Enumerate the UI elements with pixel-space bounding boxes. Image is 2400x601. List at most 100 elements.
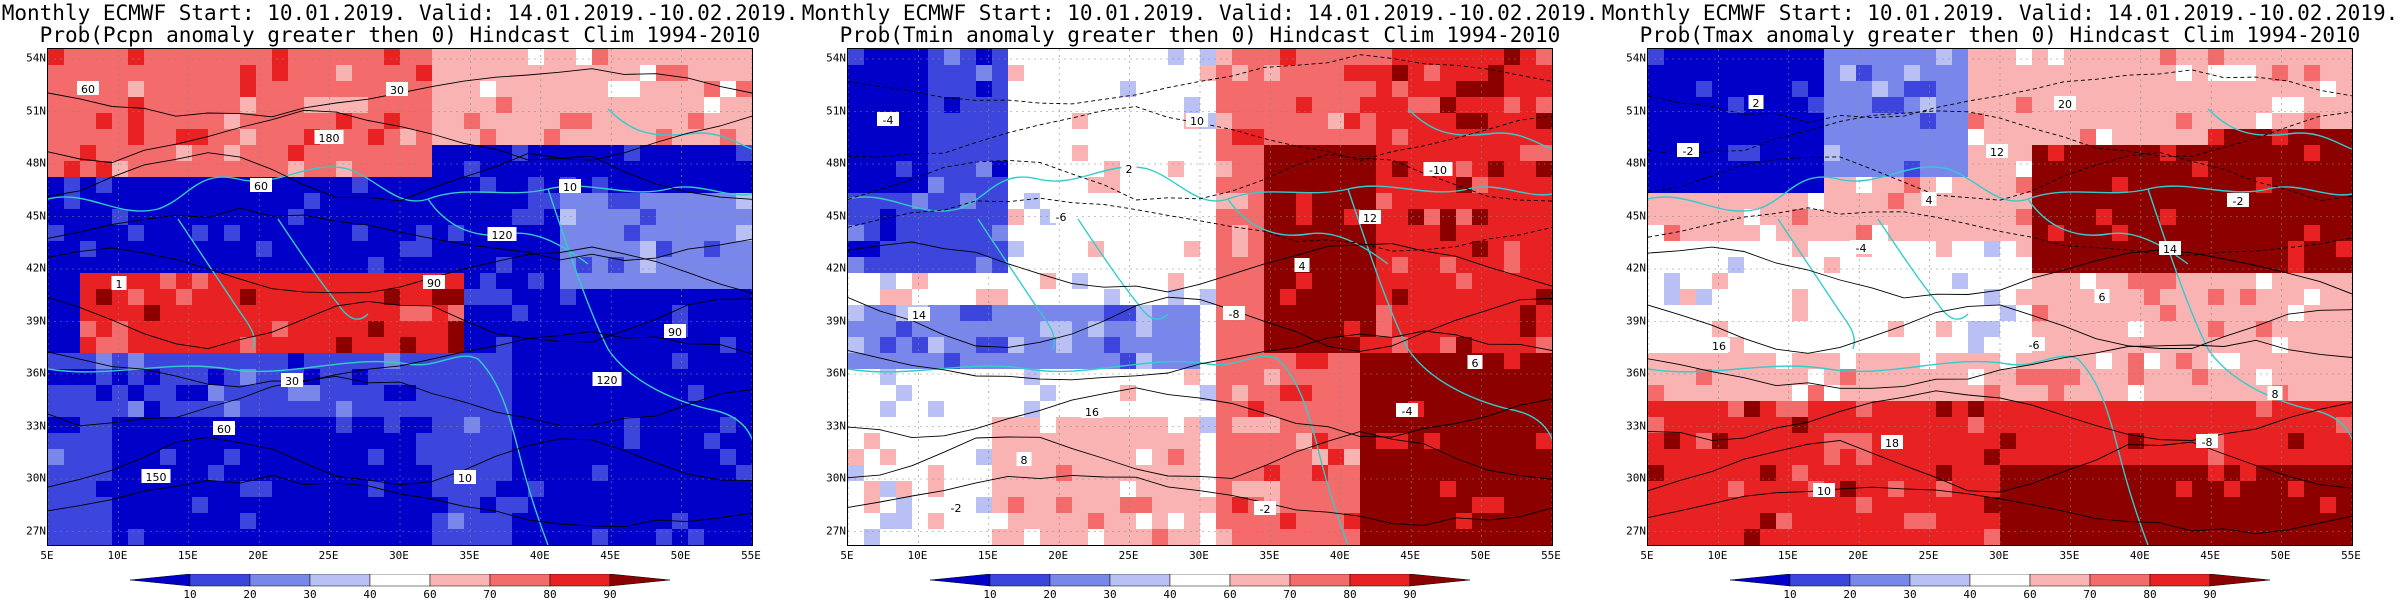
probability-cell	[2000, 193, 2016, 209]
probability-cell	[464, 401, 480, 417]
probability-cell	[1888, 209, 1904, 225]
probability-cell	[1760, 193, 1776, 209]
probability-cell	[1184, 97, 1200, 113]
probability-cell	[2128, 113, 2144, 129]
probability-cell	[1872, 289, 1888, 305]
probability-cell	[592, 273, 608, 289]
probability-cell	[1952, 529, 1968, 545]
probability-cell	[1232, 129, 1248, 145]
probability-cell	[1328, 161, 1344, 177]
probability-cell	[2080, 449, 2096, 465]
contour-label-bg	[423, 275, 445, 289]
probability-cell	[400, 305, 416, 321]
probability-cell	[368, 241, 384, 257]
probability-cell	[576, 513, 592, 529]
probability-cell	[1344, 161, 1360, 177]
probability-cell	[496, 353, 512, 369]
probability-cell	[304, 49, 320, 65]
probability-cell	[1840, 257, 1856, 273]
probability-cell	[864, 513, 880, 529]
probability-cell	[416, 145, 432, 161]
probability-cell	[480, 433, 496, 449]
probability-cell	[672, 433, 688, 449]
probability-cell	[2128, 481, 2144, 497]
probability-cell	[2096, 321, 2112, 337]
probability-cell	[912, 385, 928, 401]
probability-cell	[1072, 193, 1088, 209]
probability-cell	[368, 273, 384, 289]
probability-cell	[2032, 209, 2048, 225]
probability-cell	[1264, 113, 1280, 129]
probability-cell	[2288, 209, 2304, 225]
probability-cell	[144, 273, 160, 289]
probability-cell	[1856, 257, 1872, 273]
probability-cell	[2144, 465, 2160, 481]
probability-cell	[144, 177, 160, 193]
colorbar-segment	[189, 574, 251, 587]
probability-cell	[2000, 289, 2016, 305]
probability-cell	[336, 337, 352, 353]
probability-cell	[1648, 257, 1664, 273]
probability-cell	[2160, 97, 2176, 113]
probability-cell	[2240, 513, 2256, 529]
probability-cell	[1200, 401, 1216, 417]
probability-cell	[1888, 145, 1904, 161]
contour-line	[848, 330, 1552, 381]
probability-cell	[1888, 417, 1904, 433]
probability-cell	[704, 193, 720, 209]
probability-cell	[1936, 481, 1952, 497]
probability-cell	[1808, 289, 1824, 305]
probability-cell	[352, 497, 368, 513]
probability-cell	[544, 353, 560, 369]
probability-cell	[144, 289, 160, 305]
probability-cell	[64, 177, 80, 193]
probability-cell	[1952, 513, 1968, 529]
probability-cell	[1648, 97, 1664, 113]
probability-cell	[1744, 113, 1760, 129]
probability-cell	[304, 401, 320, 417]
probability-cell	[1216, 129, 1232, 145]
probability-cell	[1920, 97, 1936, 113]
probability-cell	[2144, 433, 2160, 449]
probability-cell	[2080, 81, 2096, 97]
probability-cell	[2320, 481, 2336, 497]
probability-cell	[1120, 177, 1136, 193]
contour-label: 30	[285, 375, 299, 388]
probability-cell	[1792, 529, 1808, 545]
probability-cell	[912, 273, 928, 289]
probability-cell	[2336, 289, 2352, 305]
probability-cell	[1344, 433, 1360, 449]
probability-cell	[1312, 65, 1328, 81]
probability-cell	[960, 193, 976, 209]
probability-cell	[64, 257, 80, 273]
probability-cell	[2096, 497, 2112, 513]
probability-cell	[864, 449, 880, 465]
probability-cell	[1328, 353, 1344, 369]
probability-cell	[624, 145, 640, 161]
probability-cell	[592, 129, 608, 145]
probability-cell	[1392, 65, 1408, 81]
probability-cell	[672, 529, 688, 545]
probability-cell	[1120, 209, 1136, 225]
probability-cell	[256, 481, 272, 497]
probability-cell	[2176, 273, 2192, 289]
probability-cell	[1200, 465, 1216, 481]
probability-cell	[464, 145, 480, 161]
probability-cell	[2112, 401, 2128, 417]
probability-cell	[1728, 417, 1744, 433]
probability-cell	[704, 81, 720, 97]
probability-cell	[1280, 449, 1296, 465]
probability-cell	[912, 289, 928, 305]
probability-cell	[1904, 193, 1920, 209]
probability-cell	[720, 369, 736, 385]
probability-cell	[1472, 129, 1488, 145]
probability-cell	[304, 65, 320, 81]
probability-cell	[480, 529, 496, 545]
probability-cell	[960, 529, 976, 545]
probability-cell	[1136, 161, 1152, 177]
probability-cell	[1712, 145, 1728, 161]
probability-cell	[80, 433, 96, 449]
probability-cell	[112, 225, 128, 241]
longitude-tick-label: 15E	[977, 549, 998, 562]
probability-cell	[64, 193, 80, 209]
